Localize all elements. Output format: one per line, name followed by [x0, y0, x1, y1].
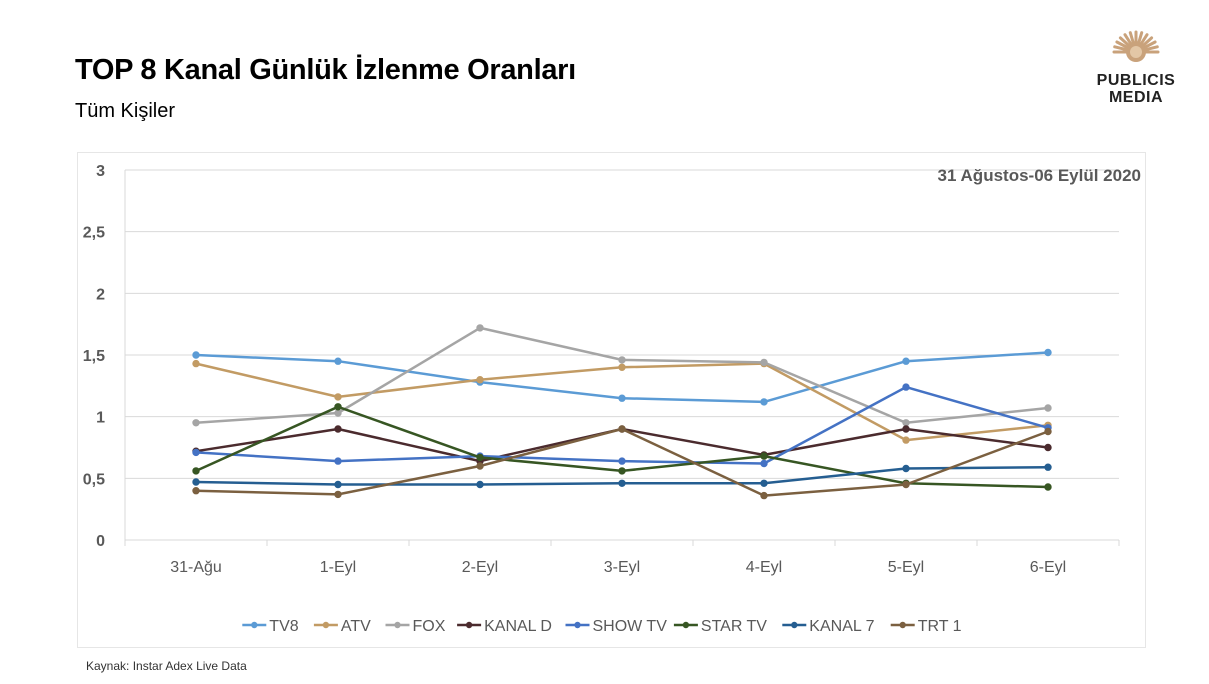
date-range-annotation: 31 Ağustos-06 Eylül 2020: [938, 166, 1141, 185]
data-point: [902, 464, 910, 473]
data-point: [760, 479, 768, 487]
data-point: [1044, 483, 1052, 491]
data-point: [902, 383, 910, 391]
x-tick-label: 31-Ağu: [170, 559, 222, 576]
data-point: [476, 453, 484, 462]
data-point: [902, 419, 910, 427]
legend-entry: KANAL 7: [809, 618, 874, 635]
legend-marker: [251, 621, 258, 629]
data-point: [618, 394, 626, 402]
data-point: [760, 358, 768, 367]
data-point: [334, 403, 342, 411]
data-point: [192, 359, 200, 368]
data-point: [760, 459, 768, 468]
data-point: [902, 436, 910, 444]
data-point: [334, 480, 342, 489]
x-tick-label: 3-Eyl: [604, 559, 640, 576]
data-point: [334, 393, 342, 401]
source-note: Kaynak: Instar Adex Live Data: [86, 659, 247, 673]
chart-area: 0 0,5 1 1,5 2 2,5 3 31-Ağu 1-Eyl 2-Eyl 3-Eyl 4-Eyl 5…: [77, 152, 1146, 648]
page-subtitle: Tüm Kişiler: [75, 100, 176, 122]
legend-marker: [322, 621, 330, 629]
data-point: [618, 425, 626, 433]
data-point: [1044, 427, 1052, 436]
x-tick-label: 4-Eyl: [746, 559, 782, 576]
legend-entry: TRT 1: [918, 618, 962, 635]
data-point: [334, 490, 342, 499]
y-tick-label: 3: [96, 163, 105, 180]
legend-marker: [574, 621, 581, 629]
legend-entry: TV8: [269, 618, 298, 635]
legend-entry: STAR TV: [701, 618, 767, 635]
y-tick-label: 1: [96, 410, 105, 427]
y-tick-label: 2: [96, 286, 105, 303]
legend-marker: [682, 621, 690, 629]
series-line-star-tv: [195, 405, 1049, 489]
x-tick-label: 2-Eyl: [462, 559, 498, 576]
data-point: [334, 357, 342, 365]
data-point: [192, 419, 200, 427]
x-tick-label: 1-Eyl: [320, 559, 356, 576]
data-point: [476, 324, 484, 332]
legend-entry: SHOW TV: [593, 618, 668, 635]
y-tick-label: 0: [96, 533, 105, 550]
data-point: [618, 467, 626, 475]
data-point: [760, 452, 768, 460]
data-point: [192, 351, 200, 359]
data-point: [1044, 404, 1052, 412]
logo-line-1: PUBLICIS: [1096, 72, 1176, 89]
data-point: [618, 363, 626, 372]
data-point: [1044, 463, 1052, 471]
data-point: [476, 376, 484, 384]
legend-entry: FOX: [413, 618, 446, 635]
y-tick-label: 1,5: [83, 348, 105, 365]
data-point: [192, 487, 200, 495]
x-tick-label: 5-Eyl: [888, 559, 924, 576]
legend-marker: [791, 621, 798, 629]
series-line-fox: [195, 326, 1049, 425]
legend-entry: KANAL D: [484, 618, 552, 635]
line-chart: 0 0,5 1 1,5 2 2,5 3 31-Ağu 1-Eyl 2-Eyl 3-Eyl 4-Eyl 5…: [83, 163, 1141, 635]
data-point: [476, 462, 484, 470]
data-point: [476, 480, 484, 489]
x-tick-label: 6-Eyl: [1030, 559, 1066, 576]
series-line-kanal-d: [195, 427, 1049, 463]
data-point: [334, 425, 342, 433]
legend-marker: [465, 621, 473, 629]
legend-marker: [394, 621, 401, 629]
data-point: [902, 425, 910, 433]
data-point: [1044, 348, 1052, 357]
data-point: [618, 356, 626, 364]
logo-line-2: MEDIA: [1108, 89, 1164, 106]
y-tick-label: 2,5: [83, 225, 105, 242]
data-point: [902, 480, 910, 489]
data-point: [760, 491, 768, 500]
legend-entry: ATV: [341, 618, 371, 635]
y-tick-label: 0,5: [83, 471, 105, 488]
publicis-lion-icon: [1112, 30, 1160, 62]
data-point: [192, 448, 200, 457]
data-point: [192, 467, 200, 475]
page-title: TOP 8 Kanal Günlük İzlenme Oranları: [75, 54, 576, 86]
publicis-media-logo: PUBLICIS MEDIA: [1080, 28, 1192, 114]
data-point: [1044, 443, 1052, 452]
legend-marker: [899, 621, 906, 629]
data-point: [334, 409, 342, 417]
data-point: [760, 398, 768, 406]
data-point: [618, 479, 626, 487]
data-point: [192, 478, 200, 486]
data-point: [334, 457, 342, 465]
data-point: [618, 457, 626, 465]
data-point: [902, 357, 910, 365]
